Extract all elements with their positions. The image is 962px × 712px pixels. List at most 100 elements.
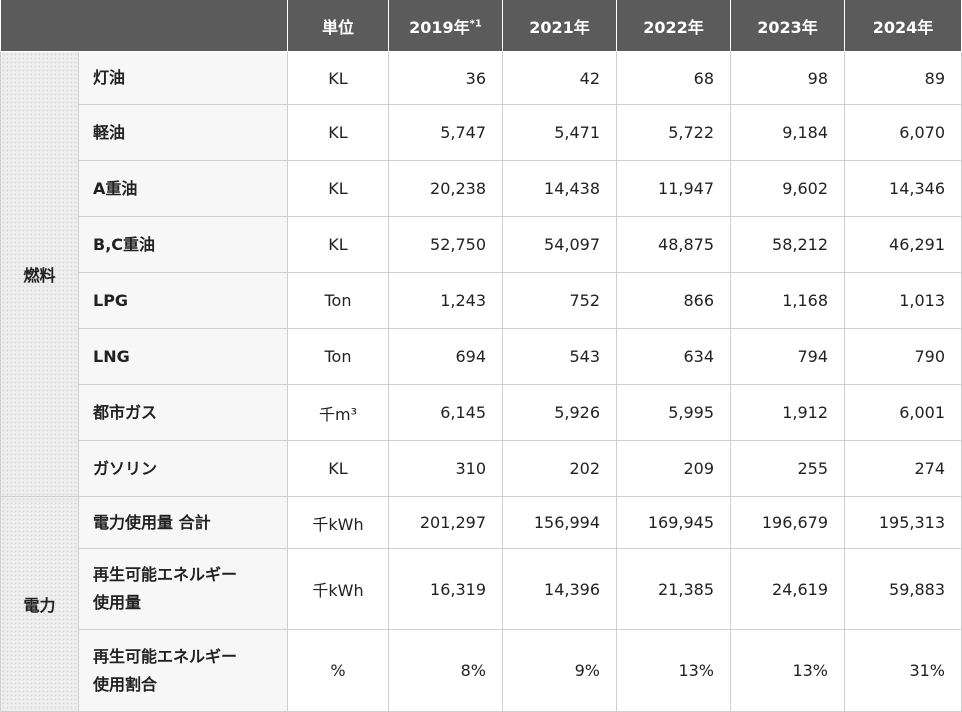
table-body: 燃料 灯油 KL 36 42 68 98 89 軽油 KL 5,747 5,471 5,722 9,184…: [0, 51, 962, 712]
value-cell: 21,385: [616, 548, 731, 630]
value-cell: 68: [616, 51, 731, 105]
value-cell: 310: [388, 440, 503, 497]
value-cell: 209: [616, 440, 731, 497]
category-cell: 燃料: [0, 51, 79, 497]
item-label: A重油: [93, 178, 138, 198]
value-cell: 5,471: [502, 104, 617, 161]
value-cell: 59,883: [844, 548, 962, 630]
value-cell: 1,168: [730, 272, 845, 329]
header-corner: [0, 0, 288, 52]
header-unit: 単位: [287, 0, 389, 52]
value-cell: 14,438: [502, 160, 617, 217]
value-cell: 202: [502, 440, 617, 497]
value-cell: 16,319: [388, 548, 503, 630]
table-row: B,C重油 KL 52,750 54,097 48,875 58,212 46,291: [1, 216, 962, 273]
header-year-2022: 2022年: [616, 0, 731, 52]
value-cell: 48,875: [616, 216, 731, 273]
item-cell: 再生可能エネルギー 使用量: [78, 548, 288, 630]
value-cell: 6,145: [388, 384, 503, 441]
header-year-2021: 2021年: [502, 0, 617, 52]
table-row: 都市ガス 千m³ 6,145 5,926 5,995 1,912 6,001: [1, 384, 962, 441]
item-cell: 軽油: [78, 104, 288, 161]
value-cell: 8%: [388, 629, 503, 712]
value-cell: 5,722: [616, 104, 731, 161]
value-cell: 196,679: [730, 496, 845, 549]
value-cell: 13%: [730, 629, 845, 712]
table-row: LNG Ton 694 543 634 794 790: [1, 328, 962, 385]
item-label: 軽油: [93, 122, 126, 142]
item-label: B,C重油: [93, 234, 156, 254]
value-cell: 201,297: [388, 496, 503, 549]
value-cell: 634: [616, 328, 731, 385]
unit-cell: Ton: [287, 272, 389, 329]
value-cell: 9%: [502, 629, 617, 712]
value-cell: 89: [844, 51, 962, 105]
value-cell: 11,947: [616, 160, 731, 217]
unit-cell: 千kWh: [287, 496, 389, 549]
value-cell: 58,212: [730, 216, 845, 273]
value-cell: 20,238: [388, 160, 503, 217]
item-cell: 都市ガス: [78, 384, 288, 441]
category-cell: 電力: [0, 496, 79, 712]
item-cell: LNG: [78, 328, 288, 385]
value-cell: 1,912: [730, 384, 845, 441]
value-cell: 1,243: [388, 272, 503, 329]
unit-cell: KL: [287, 51, 389, 105]
unit-cell: KL: [287, 216, 389, 273]
value-cell: 31%: [844, 629, 962, 712]
value-cell: 6,001: [844, 384, 962, 441]
header-year-label: 2019年: [409, 17, 470, 37]
item-label: 使用量: [93, 593, 142, 612]
value-cell: 46,291: [844, 216, 962, 273]
item-label: 再生可能エネルギー: [93, 565, 238, 584]
value-cell: 52,750: [388, 216, 503, 273]
value-cell: 13%: [616, 629, 731, 712]
value-cell: 42: [502, 51, 617, 105]
item-cell: A重油: [78, 160, 288, 217]
value-cell: 169,945: [616, 496, 731, 549]
item-label: LNG: [93, 346, 130, 366]
item-cell: 電力使用量 合計: [78, 496, 288, 549]
table-row: 軽油 KL 5,747 5,471 5,722 9,184 6,070: [1, 104, 962, 161]
value-cell: 866: [616, 272, 731, 329]
unit-cell: KL: [287, 160, 389, 217]
item-cell: 再生可能エネルギー 使用割合: [78, 629, 288, 712]
value-cell: 274: [844, 440, 962, 497]
unit-cell: KL: [287, 104, 389, 161]
value-cell: 752: [502, 272, 617, 329]
header-year-2019: 2019年*1: [388, 0, 503, 52]
item-cell: B,C重油: [78, 216, 288, 273]
item-label: 再生可能エネルギー: [93, 646, 238, 666]
table-row: 再生可能エネルギー 使用割合% 8% 9% 13% 13% 31%: [1, 629, 962, 712]
value-cell: 54,097: [502, 216, 617, 273]
header-year-2024: 2024年: [844, 0, 962, 52]
table-row: LPG Ton 1,243 752 866 1,168 1,013: [1, 272, 962, 329]
value-cell: 694: [388, 328, 503, 385]
value-cell: 5,747: [388, 104, 503, 161]
value-cell: 156,994: [502, 496, 617, 549]
table-row: 再生可能エネルギー 使用量 千kWh 16,319 14,396 21,385 24,619…: [1, 548, 962, 630]
item-label: 使用割合: [93, 674, 158, 694]
value-cell: 543: [502, 328, 617, 385]
value-cell: 1,013: [844, 272, 962, 329]
value-cell: 5,926: [502, 384, 617, 441]
item-label: ガソリン: [93, 458, 158, 478]
item-label: LPG: [93, 290, 129, 310]
item-label: 都市ガス: [93, 402, 158, 422]
unit-cell: 千kWh: [287, 548, 389, 630]
table-row: ガソリン KL 310 202 209 255 274: [1, 440, 962, 497]
table-row: 燃料 灯油 KL 36 42 68 98 89: [0, 51, 962, 497]
value-cell: 9,184: [730, 104, 845, 161]
value-cell: 36: [388, 51, 503, 105]
table-row: 電力 電力使用量 合計 千kWh 201,297 156,994 169,945 196,6…: [0, 496, 962, 712]
item-cell: LPG: [78, 272, 288, 329]
item-cell: 灯油: [78, 51, 288, 105]
value-cell: 98: [730, 51, 845, 105]
value-cell: 24,619: [730, 548, 845, 630]
value-cell: 195,313: [844, 496, 962, 549]
value-cell: 14,396: [502, 548, 617, 630]
footnote-marker: *1: [469, 18, 482, 30]
value-cell: 790: [844, 328, 962, 385]
unit-cell: 千m³: [287, 384, 389, 441]
